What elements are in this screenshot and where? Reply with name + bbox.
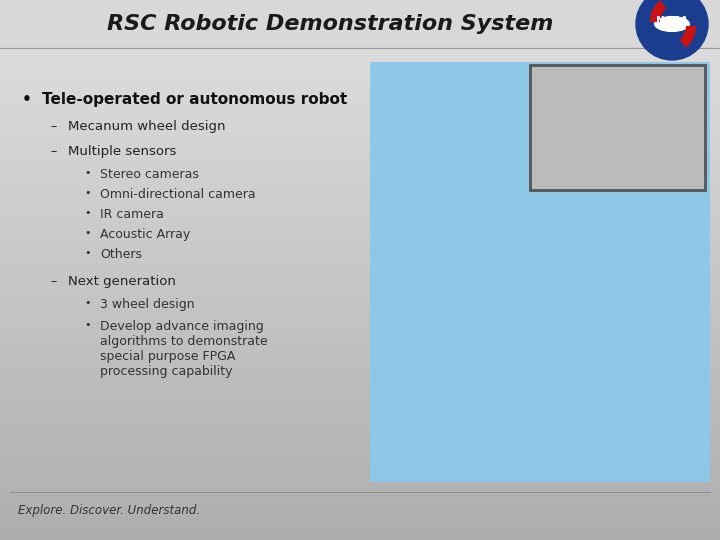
Text: NASA: NASA — [656, 16, 688, 26]
Text: Multiple sensors: Multiple sensors — [68, 145, 176, 158]
Text: –: – — [50, 145, 56, 158]
Text: •: • — [84, 208, 91, 218]
Text: 3 wheel design: 3 wheel design — [100, 298, 194, 311]
Text: IR camera: IR camera — [100, 208, 164, 221]
Text: •: • — [84, 320, 91, 330]
Wedge shape — [680, 26, 696, 48]
Text: Stereo cameras: Stereo cameras — [100, 168, 199, 181]
Text: •: • — [84, 248, 91, 258]
Wedge shape — [650, 1, 667, 22]
Text: Omni-directional camera: Omni-directional camera — [100, 188, 256, 201]
FancyBboxPatch shape — [530, 65, 705, 190]
Text: •: • — [84, 168, 91, 178]
Text: Acoustic Array: Acoustic Array — [100, 228, 190, 241]
FancyBboxPatch shape — [370, 62, 710, 482]
FancyBboxPatch shape — [0, 0, 720, 48]
Text: Develop advance imaging
algorithms to demonstrate
special purpose FPGA
processin: Develop advance imaging algorithms to de… — [100, 320, 268, 378]
Text: •: • — [84, 298, 91, 308]
Text: Tele-operated or autonomous robot: Tele-operated or autonomous robot — [42, 92, 347, 107]
Text: Explore. Discover. Understand.: Explore. Discover. Understand. — [18, 504, 200, 517]
Text: •: • — [84, 188, 91, 198]
Ellipse shape — [654, 16, 690, 32]
Text: RSC Robotic Demonstration System: RSC Robotic Demonstration System — [107, 14, 553, 34]
Text: –: – — [50, 275, 56, 288]
Text: –: – — [50, 120, 56, 133]
Circle shape — [636, 0, 708, 60]
Text: Others: Others — [100, 248, 142, 261]
Text: •: • — [84, 228, 91, 238]
Text: Mecanum wheel design: Mecanum wheel design — [68, 120, 225, 133]
Text: •: • — [22, 92, 32, 107]
Text: Next generation: Next generation — [68, 275, 176, 288]
